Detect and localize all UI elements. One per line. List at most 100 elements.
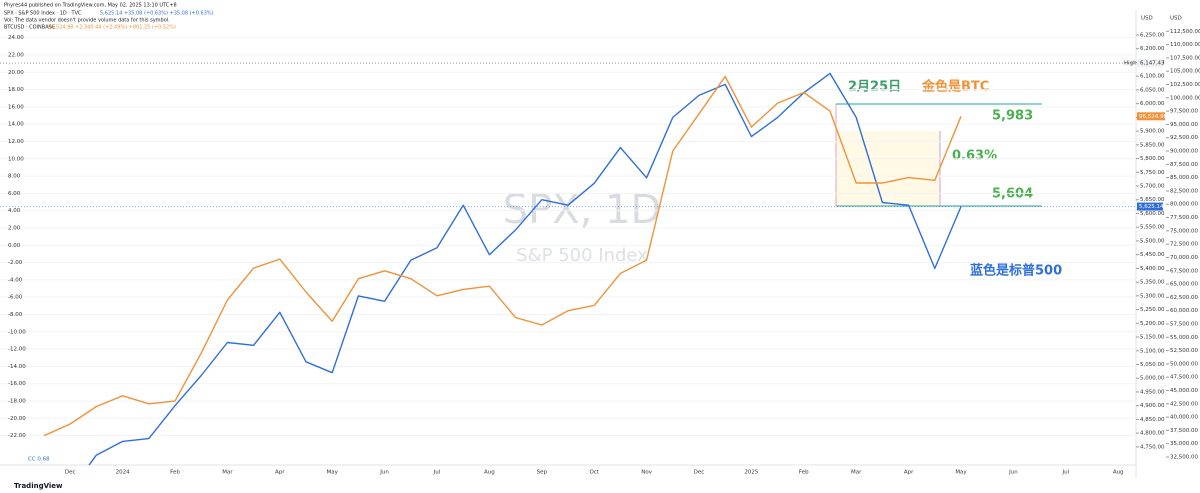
y-tick-label: 5,000.00: [1140, 376, 1165, 382]
volume-note: Vol: The data vendor doesn't provide vol…: [4, 18, 170, 24]
symbol: SPX · S&P 500 Index · 1D · TVC: [4, 11, 82, 17]
y2-tick-label: 100,000.00: [1170, 95, 1200, 101]
y2-tick-label: 110,000.00: [1170, 42, 1200, 48]
y-tick-label: 5,400.00: [1140, 266, 1165, 272]
symbol-quote: 5,625.14 +35.08 (+0.63%) +35.08 (+0.63%): [100, 11, 214, 17]
y-tick-label: 5,200.00: [1140, 321, 1165, 327]
y2-tick-label: 42,500.00: [1170, 401, 1198, 407]
y2-tick-label: 85,000.00: [1170, 175, 1198, 181]
y2-tick-label: 55,000.00: [1170, 335, 1198, 341]
series-line: [88, 72, 962, 465]
x-tick-label: Jul: [433, 470, 441, 476]
x-tick-label: Dec: [65, 470, 76, 476]
currency: USD: [1141, 16, 1153, 22]
y3-tick-label: -14.00: [8, 364, 26, 370]
annotation: 2月25日: [848, 80, 901, 95]
y-tick-label: 5,750.00: [1140, 170, 1165, 176]
y3-tick-label: 8.00: [8, 174, 21, 180]
y2-tick-label: 45,000.00: [1170, 388, 1198, 394]
y3-tick-label: -10.00: [8, 329, 26, 335]
annotation: 蓝色是标普500: [970, 263, 1062, 279]
compare-symbol: BTCUSD · COINBASE: [4, 25, 55, 31]
y-tick-label: 5,600.00: [1140, 211, 1165, 217]
x-tick-label: 2025: [744, 470, 758, 476]
y3-tick-label: 20.00: [8, 70, 24, 76]
y2-tick-label: 47,500.00: [1170, 375, 1198, 381]
x-tick-label: Feb: [170, 470, 180, 476]
high-badge: [1137, 59, 1163, 68]
y3-tick-label: -18.00: [8, 398, 26, 404]
y3-tick-label: 0.00: [8, 243, 21, 249]
x-tick-label: 2024: [116, 470, 130, 476]
watermark: SPX, 1D: [503, 187, 662, 233]
x-tick-label: Aug: [1113, 470, 1124, 476]
y2-tick-label: 97,500.00: [1170, 109, 1198, 115]
y-tick-label: 6,000.00: [1140, 101, 1165, 107]
brand: TradingView: [14, 482, 63, 490]
y2-tick-label: 95,000.00: [1170, 122, 1198, 128]
last-price-badge: [1137, 202, 1163, 211]
y-tick-label: 5,150.00: [1140, 335, 1165, 341]
y-tick-label: 6,050.00: [1140, 87, 1165, 93]
annotation: 金色是BTC: [921, 79, 989, 95]
y-tick-label: 6,100.00: [1140, 74, 1165, 80]
y-tick-label: 5,700.00: [1140, 184, 1165, 190]
y2-tick-label: 57,500.00: [1170, 321, 1198, 327]
y3-tick-label: 16.00: [8, 104, 24, 110]
y2-tick-label: 52,500.00: [1170, 348, 1198, 354]
x-tick-label: May: [955, 470, 967, 476]
y-tick-label: 5,350.00: [1140, 280, 1165, 286]
y2-tick-label: 87,500.00: [1170, 162, 1198, 168]
y2-tick-label: 40,000.00: [1170, 415, 1198, 421]
y3-tick-label: 18.00: [8, 87, 24, 93]
y2-tick-label: 82,500.00: [1170, 188, 1198, 194]
y2-tick-label: 77,500.00: [1170, 215, 1198, 221]
x-tick-label: Jun: [379, 470, 389, 476]
y-tick-label: 4,950.00: [1140, 389, 1165, 395]
y3-tick-label: -2.00: [8, 260, 23, 266]
published: Phyres44 published on TradingView.com, M…: [4, 3, 177, 9]
y3-tick-label: 6.00: [8, 191, 21, 197]
y3-tick-label: 22.00: [8, 52, 24, 58]
x-tick-label: Dec: [694, 470, 705, 476]
last-price2-badge: [1137, 112, 1165, 121]
y2-tick-label: 92,500.00: [1170, 135, 1198, 141]
y3-tick-label: -6.00: [8, 295, 23, 301]
y2-tick-label: 80,000.00: [1170, 202, 1198, 208]
annotation: 0.63%: [952, 149, 997, 164]
y-tick-label: 5,300.00: [1140, 293, 1165, 299]
y-tick-label: 4,800.00: [1140, 431, 1165, 437]
y-tick-label: 5,250.00: [1140, 307, 1165, 313]
y3-tick-label: 14.00: [8, 122, 24, 128]
y-tick-label: 5,100.00: [1140, 348, 1165, 354]
y-tick-label: 5,550.00: [1140, 225, 1165, 231]
y-tick-label: 5,900.00: [1140, 129, 1165, 135]
y2-tick-label: 50,000.00: [1170, 361, 1198, 367]
y2-tick-label: 102,500.00: [1170, 82, 1200, 88]
y3-tick-label: -4.00: [8, 277, 23, 283]
y-tick-label: 5,050.00: [1140, 362, 1165, 368]
y3-tick-label: 10.00: [8, 156, 24, 162]
y-tick-label: 4,900.00: [1140, 403, 1165, 409]
currency: USD: [1170, 16, 1182, 22]
y-tick-label: 5,850.00: [1140, 142, 1165, 148]
y3-tick-label: -12.00: [8, 347, 26, 353]
y-tick-label: 4,750.00: [1140, 444, 1165, 450]
x-tick-label: Apr: [275, 470, 285, 476]
annotation: 5,983: [992, 109, 1033, 124]
x-tick-label: Jun: [1008, 470, 1018, 476]
x-tick-label: Mar: [851, 470, 862, 476]
x-tick-label: Sep: [537, 470, 548, 476]
annotation: 5,604: [992, 187, 1033, 202]
watermark-sub: S&P 500 Index: [516, 245, 648, 266]
y3-tick-label: -16.00: [8, 381, 26, 387]
x-tick-label: May: [327, 470, 339, 476]
compare-quote: 96,524.98 +2,340.44 (+2.49%) +801.25 (+0…: [48, 25, 176, 31]
y3-tick-label: 24.00: [8, 35, 24, 41]
y2-tick-label: 90,000.00: [1170, 149, 1198, 155]
y3-tick-label: 2.00: [8, 225, 21, 231]
y2-tick-label: 72,500.00: [1170, 242, 1198, 248]
last-price-label: 5,625.14: [1139, 204, 1164, 210]
